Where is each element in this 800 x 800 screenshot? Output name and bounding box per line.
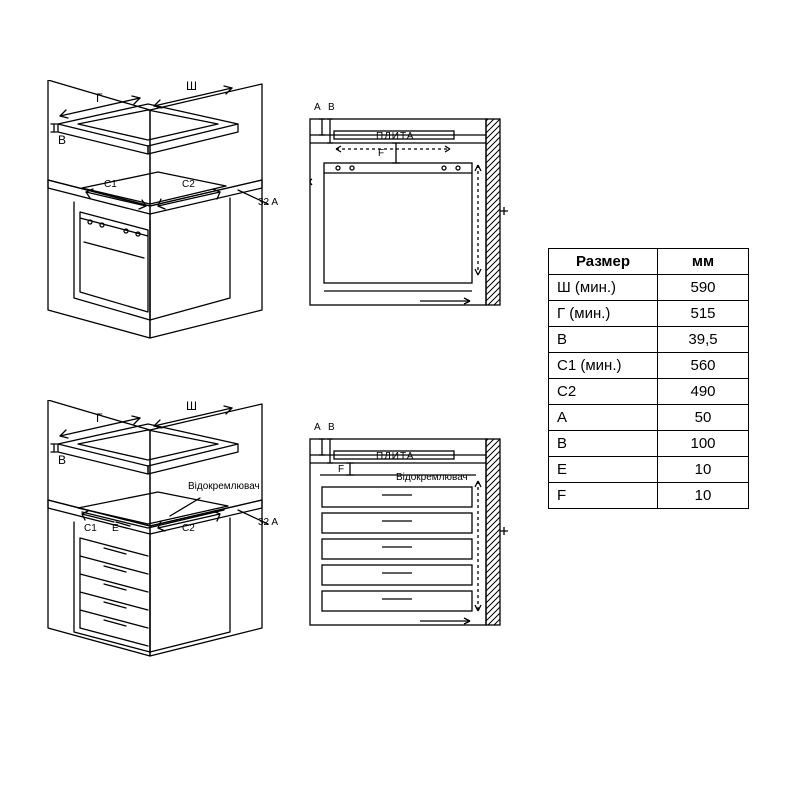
label-D-2: Г <box>96 412 103 424</box>
th-mm: мм <box>658 249 749 275</box>
table-row: Ш (мин.)590 <box>549 275 749 301</box>
table-row: С2490 <box>549 379 749 405</box>
label-D: Г <box>96 92 103 104</box>
label-F-sec: F <box>378 149 384 159</box>
diagram-section-oven: A B ПЛИТА F <box>300 115 510 315</box>
label-B-sec2: B <box>328 423 335 433</box>
label-B-sec: B <box>328 103 335 113</box>
label-C1: C1 <box>104 180 117 190</box>
label-separator-2: Відокремлювач <box>396 473 468 483</box>
table-row: В39,5 <box>549 327 749 353</box>
table-row: В100 <box>549 431 749 457</box>
label-W: Ш <box>186 80 197 92</box>
table-row: А50 <box>549 405 749 431</box>
dimensions-table: Размер мм Ш (мин.)590 Г (мин.)515 В39,5 … <box>548 248 749 509</box>
label-H-2: В <box>58 454 66 466</box>
th-dim: Размер <box>549 249 658 275</box>
table-row: F10 <box>549 483 749 509</box>
label-32A-2: 32 A <box>258 518 278 528</box>
label-H: В <box>58 134 66 146</box>
label-F-sec2: F <box>338 465 344 475</box>
label-A-sec: A <box>314 103 321 113</box>
table-row: Г (мин.)515 <box>549 301 749 327</box>
label-separator: Відокремлювач <box>188 482 260 492</box>
label-plate: ПЛИТА <box>376 132 414 142</box>
label-A-sec2: A <box>314 423 321 433</box>
label-plate-2: ПЛИТА <box>376 452 414 462</box>
diagram-iso-drawer: Ш Г В C1 E C2 32 A Відокремлювач <box>30 400 290 660</box>
table-row: С1 (мин.)560 <box>549 353 749 379</box>
diagram-section-drawer: A B ПЛИТА F Відокремлювач <box>300 435 510 635</box>
table-row: E10 <box>549 457 749 483</box>
label-C2: C2 <box>182 180 195 190</box>
label-C1-2: C1 <box>84 524 97 534</box>
label-C2-2: C2 <box>182 524 195 534</box>
label-E-2: E <box>112 524 119 534</box>
diagram-iso-oven: Ш Г В C1 C2 32 A <box>30 80 280 340</box>
label-32A: 32 A <box>258 198 278 208</box>
label-W-2: Ш <box>186 400 197 412</box>
